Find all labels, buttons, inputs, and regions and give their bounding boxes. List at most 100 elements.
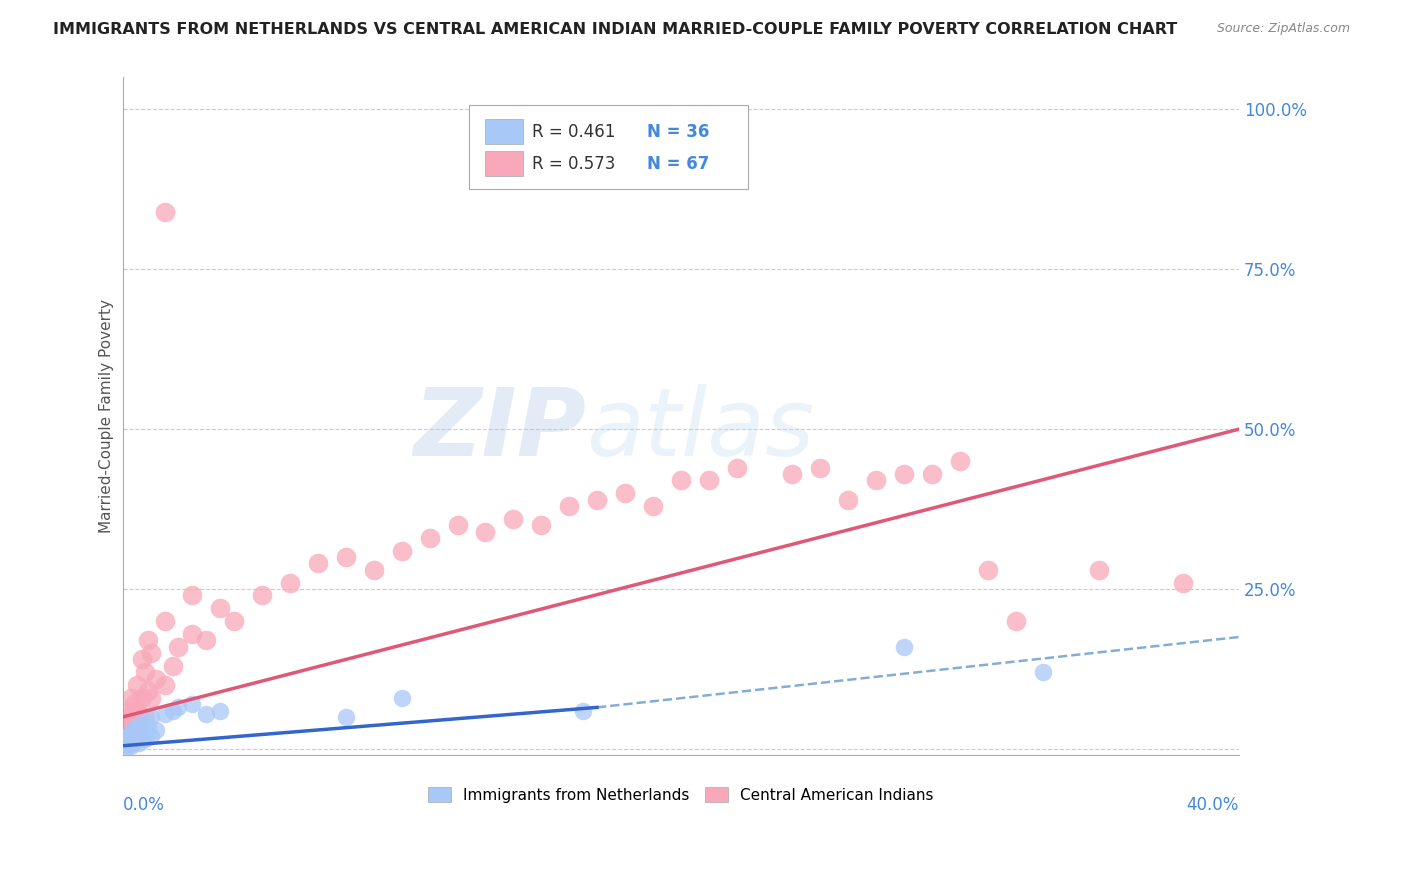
- Point: [1088, 563, 1111, 577]
- Point: [153, 678, 176, 692]
- Point: [195, 706, 218, 721]
- Point: [114, 732, 136, 747]
- Point: [363, 563, 385, 577]
- Point: [122, 735, 145, 749]
- Point: [131, 723, 153, 737]
- Point: [139, 729, 162, 743]
- Point: [139, 690, 162, 705]
- Point: [114, 735, 136, 749]
- Point: [224, 614, 246, 628]
- Text: 0.0%: 0.0%: [122, 796, 165, 814]
- Point: [122, 723, 145, 737]
- Point: [139, 710, 162, 724]
- Point: [558, 499, 581, 513]
- Point: [139, 646, 162, 660]
- Point: [586, 492, 609, 507]
- Point: [335, 710, 357, 724]
- Point: [446, 518, 468, 533]
- Point: [131, 716, 153, 731]
- Text: Source: ZipAtlas.com: Source: ZipAtlas.com: [1216, 22, 1350, 36]
- Point: [921, 467, 943, 481]
- Point: [122, 729, 145, 743]
- Point: [114, 723, 136, 737]
- FancyBboxPatch shape: [485, 152, 523, 176]
- Point: [131, 690, 153, 705]
- Point: [122, 697, 145, 711]
- Point: [120, 732, 142, 747]
- Point: [125, 732, 148, 747]
- Point: [808, 460, 831, 475]
- Text: R = 0.461: R = 0.461: [533, 123, 616, 141]
- Point: [125, 704, 148, 718]
- Point: [865, 474, 887, 488]
- Point: [1032, 665, 1054, 680]
- Point: [136, 633, 159, 648]
- Point: [145, 672, 167, 686]
- Point: [136, 720, 159, 734]
- Point: [153, 706, 176, 721]
- Point: [167, 640, 190, 654]
- Point: [120, 704, 142, 718]
- Point: [117, 716, 139, 731]
- Point: [181, 697, 204, 711]
- Point: [725, 460, 748, 475]
- Text: N = 36: N = 36: [647, 123, 710, 141]
- Point: [120, 723, 142, 737]
- FancyBboxPatch shape: [468, 104, 748, 189]
- Text: ZIP: ZIP: [413, 384, 586, 476]
- Text: R = 0.573: R = 0.573: [533, 154, 616, 172]
- Point: [136, 684, 159, 698]
- Point: [162, 658, 184, 673]
- Point: [114, 729, 136, 743]
- Point: [125, 720, 148, 734]
- Point: [117, 735, 139, 749]
- Point: [131, 652, 153, 666]
- Point: [128, 735, 150, 749]
- Point: [162, 704, 184, 718]
- Point: [167, 700, 190, 714]
- Y-axis label: Married-Couple Family Poverty: Married-Couple Family Poverty: [100, 300, 114, 533]
- Point: [125, 678, 148, 692]
- Point: [419, 531, 441, 545]
- Point: [120, 732, 142, 747]
- Point: [134, 726, 156, 740]
- Point: [893, 640, 915, 654]
- Legend: Immigrants from Netherlands, Central American Indians: Immigrants from Netherlands, Central Ame…: [422, 780, 939, 809]
- Point: [391, 690, 413, 705]
- Point: [181, 589, 204, 603]
- Point: [949, 454, 972, 468]
- Point: [530, 518, 553, 533]
- Point: [837, 492, 859, 507]
- Point: [669, 474, 692, 488]
- Point: [128, 706, 150, 721]
- Point: [134, 710, 156, 724]
- Point: [572, 704, 595, 718]
- Text: N = 67: N = 67: [647, 154, 710, 172]
- Point: [278, 575, 301, 590]
- Point: [125, 726, 148, 740]
- Point: [114, 739, 136, 753]
- Point: [117, 739, 139, 753]
- Point: [117, 729, 139, 743]
- Point: [117, 710, 139, 724]
- Point: [613, 486, 636, 500]
- Point: [307, 557, 329, 571]
- Point: [153, 204, 176, 219]
- Text: atlas: atlas: [586, 384, 814, 475]
- Point: [474, 524, 496, 539]
- Point: [391, 543, 413, 558]
- Point: [502, 512, 524, 526]
- Point: [782, 467, 804, 481]
- Point: [128, 729, 150, 743]
- Point: [122, 716, 145, 731]
- Point: [128, 726, 150, 740]
- Point: [122, 729, 145, 743]
- Text: IMMIGRANTS FROM NETHERLANDS VS CENTRAL AMERICAN INDIAN MARRIED-COUPLE FAMILY POV: IMMIGRANTS FROM NETHERLANDS VS CENTRAL A…: [53, 22, 1178, 37]
- Point: [181, 627, 204, 641]
- Point: [976, 563, 998, 577]
- Point: [1004, 614, 1026, 628]
- Point: [134, 665, 156, 680]
- Point: [641, 499, 664, 513]
- Point: [120, 726, 142, 740]
- Point: [335, 550, 357, 565]
